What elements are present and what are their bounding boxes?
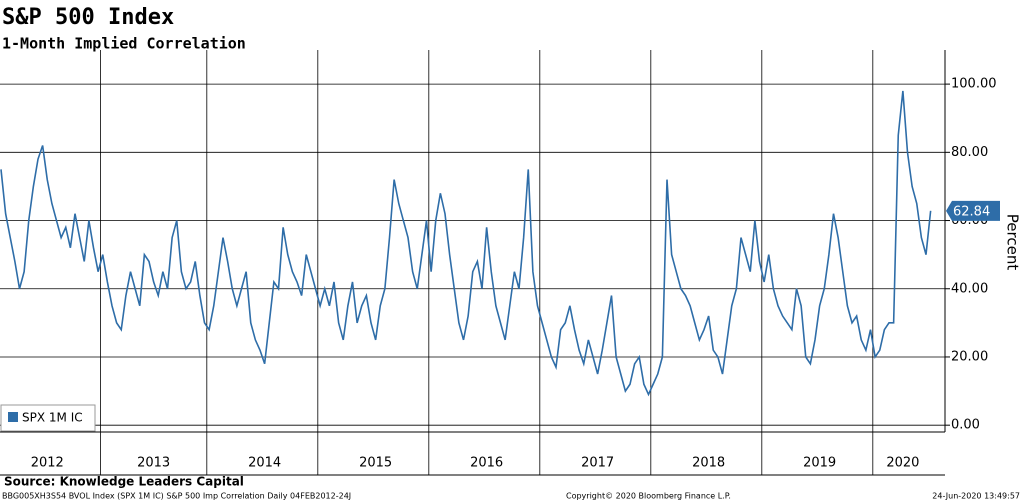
footer-left: BBG005XH3S54 BVOL Index (SPX 1M IC) S&P … — [2, 492, 351, 501]
y-tick-label: 100.00 — [951, 77, 997, 92]
y-tick-label: 40.00 — [951, 281, 988, 296]
x-tick-label: 2013 — [137, 456, 170, 471]
x-tick-label: 2012 — [31, 456, 64, 471]
footer-right: 24-Jun-2020 13:49:57 — [932, 492, 1020, 501]
source: Source: Knowledge Leaders Capital — [4, 475, 244, 489]
last-value-label: 62.84 — [953, 204, 990, 219]
y-tick-label: 0.00 — [951, 418, 980, 433]
y-tick-label: 80.00 — [951, 145, 988, 160]
chart-title: S&P 500 Index — [2, 5, 174, 30]
line — [0, 90, 932, 397]
footer-center: Copyright© 2020 Bloomberg Finance L.P. — [566, 492, 731, 501]
x-tick-label: 2014 — [248, 456, 281, 471]
x-tick-label: 2015 — [359, 456, 392, 471]
legend-box — [0, 404, 96, 432]
x-tick-label: 2019 — [803, 456, 836, 471]
y-tick-label: 20.00 — [951, 349, 988, 364]
legend-swatch — [8, 412, 18, 422]
y-axis-label: Percent — [1004, 214, 1022, 271]
x-tick-label: 2017 — [581, 456, 614, 471]
chart-subtitle: 1-Month Implied Correlation — [2, 35, 246, 53]
legend-label: SPX 1M IC — [22, 411, 83, 425]
x-tick-label: 2018 — [692, 456, 725, 471]
x-tick-label: 2020 — [886, 456, 919, 471]
x-tick-label: 2016 — [470, 456, 503, 471]
last-value-tag — [946, 200, 1000, 221]
